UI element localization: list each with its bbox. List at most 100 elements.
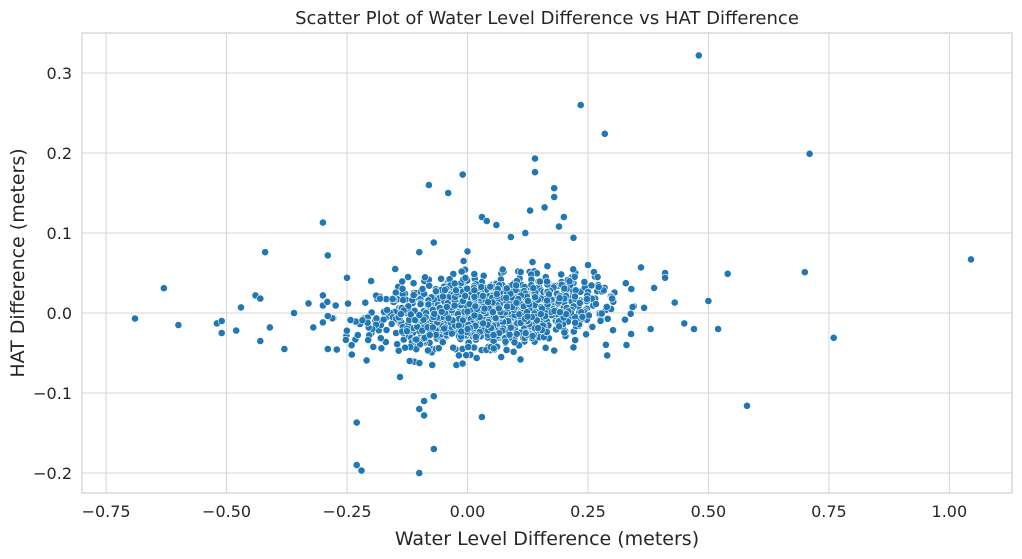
data-point [434,344,443,353]
data-point [344,299,352,308]
data-point [578,312,587,321]
y-tick-label: 0.1 [47,224,72,243]
data-point [399,296,407,304]
data-point [309,323,318,332]
data-point [505,330,514,339]
data-point [438,292,447,301]
data-point [472,354,481,362]
data-point [470,270,479,278]
data-point [463,307,472,316]
data-point [680,319,689,328]
data-point [537,310,545,319]
data-point [332,345,341,354]
data-point [555,322,563,331]
data-point [584,261,592,269]
data-point [454,351,463,360]
data-point [587,281,596,290]
data-point [646,325,655,333]
data-point [318,218,327,227]
data-point [497,353,506,361]
data-point [510,338,519,347]
data-point [367,277,375,285]
data-point [449,343,458,352]
grid [82,33,1012,493]
data-point [217,317,226,325]
data-point [592,300,600,308]
data-point [347,341,356,350]
data-point [575,298,584,307]
data-point [477,283,486,291]
data-point [502,284,511,293]
data-point [256,337,265,345]
data-point [626,309,635,318]
data-point [451,286,460,295]
data-point [509,347,518,356]
data-point [464,343,473,351]
data-point [428,361,437,369]
data-point [621,315,629,324]
data-point [489,331,498,339]
data-point [458,359,467,368]
data-point [261,248,269,257]
data-point [471,302,480,311]
data-point [627,285,636,293]
data-point [600,129,609,138]
data-point [369,342,378,351]
data-point [423,346,432,355]
data-point [502,293,511,302]
data-point [482,217,491,225]
data-point [361,298,370,307]
data-point [459,257,468,265]
data-point [637,263,645,272]
data-point [415,248,424,257]
data-point [516,268,525,276]
data-point [420,411,428,420]
data-point [421,273,429,282]
data-point [526,206,534,215]
data-point [323,312,332,320]
data-point [323,345,332,353]
data-point [462,351,471,360]
data-point [488,308,497,316]
data-point [402,327,411,336]
data-point [565,277,574,286]
data-point [471,332,480,341]
data-point [415,405,424,413]
data-point [461,291,469,300]
data-point [521,229,530,237]
data-point [603,314,612,323]
data-point [479,319,487,328]
data-point [588,322,597,331]
data-point [593,273,602,281]
data-point [458,316,467,325]
data-point [603,351,612,360]
data-point [323,251,332,260]
data-point [531,154,539,163]
data-point [383,306,391,314]
data-point [670,298,679,307]
data-point [318,291,327,300]
data-point [640,303,648,312]
data-point [512,329,521,338]
data-point [404,273,412,281]
data-point [409,279,418,288]
data-point [690,325,698,333]
data-point [343,273,351,282]
data-point [394,346,403,355]
x-tick-label: 0.00 [450,502,486,521]
data-point [506,323,515,332]
data-point [458,170,467,179]
data-point [438,338,447,347]
data-point [217,329,226,337]
y-tick-label: 0.3 [47,64,72,83]
data-point [398,284,407,293]
data-point [550,184,559,193]
data-point [694,51,703,60]
data-point [484,298,492,306]
x-tick-label: 0.50 [691,502,727,521]
data-point [347,350,356,359]
data-point [463,247,472,256]
data-point [387,319,396,328]
data-point [440,324,449,333]
